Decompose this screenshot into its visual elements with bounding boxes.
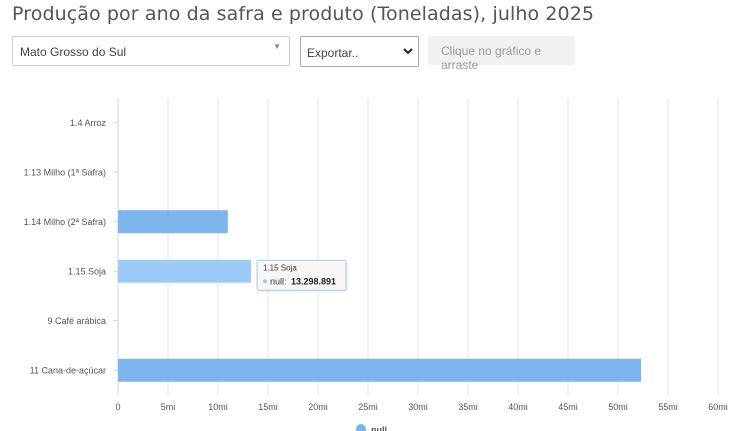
- x-tick-label: 0: [115, 402, 120, 412]
- x-tick-label: 25mi: [358, 402, 378, 412]
- x-tick-label: 55mi: [658, 402, 678, 412]
- y-category-label: 11 Cana-de-açúcar: [30, 365, 106, 375]
- x-tick-label: 35mi: [458, 402, 478, 412]
- export-select-value: Exportar..: [307, 46, 359, 60]
- bar[interactable]: [118, 259, 251, 283]
- y-category-label: 9 Café arábica: [47, 316, 106, 326]
- export-select[interactable]: Exportar..: [300, 36, 419, 67]
- chart-title: Produção por ano da safra e produto (Ton…: [12, 3, 595, 25]
- y-category-label: 1.4 Arroz: [70, 118, 107, 128]
- chevron-down-icon: ▼: [273, 42, 281, 51]
- state-select-value: Mato Grosso do Sul: [20, 45, 127, 59]
- state-select[interactable]: Mato Grosso do Sul ▼: [12, 36, 290, 66]
- x-tick-label: 15mi: [258, 402, 278, 412]
- legend-marker[interactable]: [356, 424, 366, 431]
- x-tick-label: 10mi: [208, 402, 228, 412]
- x-tick-label: 50mi: [608, 402, 628, 412]
- x-tick-label: 5mi: [161, 402, 176, 412]
- y-category-label: 1.13 Milho (1ª Safra): [24, 167, 106, 177]
- drag-hint-button[interactable]: Clique no gráfico e arraste: [428, 36, 575, 72]
- legend-label[interactable]: null: [371, 425, 387, 431]
- x-tick-label: 60mi: [708, 402, 728, 412]
- y-category-label: 1.14 Milho (2ª Safra): [24, 217, 106, 227]
- tooltip-value: 13.298.891: [291, 276, 336, 286]
- chevron-down-icon: [403, 48, 413, 55]
- tooltip-series-label: null:: [270, 276, 287, 286]
- tooltip-box: [256, 259, 347, 291]
- tooltip-series-marker: [262, 279, 267, 284]
- x-tick-label: 20mi: [308, 402, 328, 412]
- x-tick-label: 40mi: [508, 402, 528, 412]
- bar[interactable]: [118, 358, 641, 382]
- bar[interactable]: [118, 210, 228, 234]
- x-tick-label: 30mi: [408, 402, 428, 412]
- y-category-label: 1.15 Soja: [68, 266, 106, 276]
- tooltip-category: 1.15 Soja: [263, 263, 297, 272]
- x-tick-label: 45mi: [558, 402, 578, 412]
